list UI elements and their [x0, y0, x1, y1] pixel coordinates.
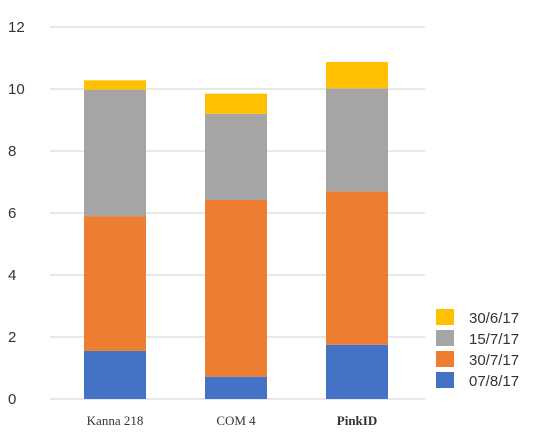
bar-segment [84, 89, 146, 217]
bar-segment [205, 113, 267, 200]
legend-swatch [436, 351, 454, 367]
bar-segment [84, 80, 146, 90]
y-tick-label: 12 [8, 19, 25, 36]
y-tick-label: 2 [8, 329, 16, 346]
legend-swatch [436, 372, 454, 388]
bars [84, 62, 388, 399]
legend-swatch [436, 309, 454, 325]
bar-segment [84, 350, 146, 399]
x-tick-label: Kanna 218 [87, 413, 144, 428]
legend: 30/6/17 15/7/17 30/7/17 07/8/17 [436, 309, 519, 390]
bar-segment [84, 216, 146, 351]
x-tick-label: PinkID [337, 413, 377, 428]
legend-label: 30/7/17 [469, 352, 519, 369]
y-tick-label: 4 [8, 267, 16, 284]
bar-segment [205, 93, 267, 114]
bar-segment [326, 88, 388, 192]
bar-segment [205, 376, 267, 399]
legend-label: 30/6/17 [469, 310, 519, 327]
y-tick-label: 8 [8, 143, 16, 160]
x-axis-ticks: Kanna 218 COM 4 PinkID [87, 413, 378, 428]
y-tick-label: 6 [8, 205, 16, 222]
legend-swatch [436, 330, 454, 346]
y-axis-ticks: 0 2 4 6 8 10 12 [8, 19, 25, 408]
y-tick-label: 0 [8, 391, 16, 408]
bar-segment [205, 199, 267, 377]
y-tick-label: 10 [8, 81, 25, 98]
legend-label: 07/8/17 [469, 373, 519, 390]
bar-segment [326, 191, 388, 345]
x-tick-label: COM 4 [216, 413, 256, 428]
legend-label: 15/7/17 [469, 331, 519, 348]
bar-segment [326, 344, 388, 399]
bar-segment [326, 62, 388, 89]
